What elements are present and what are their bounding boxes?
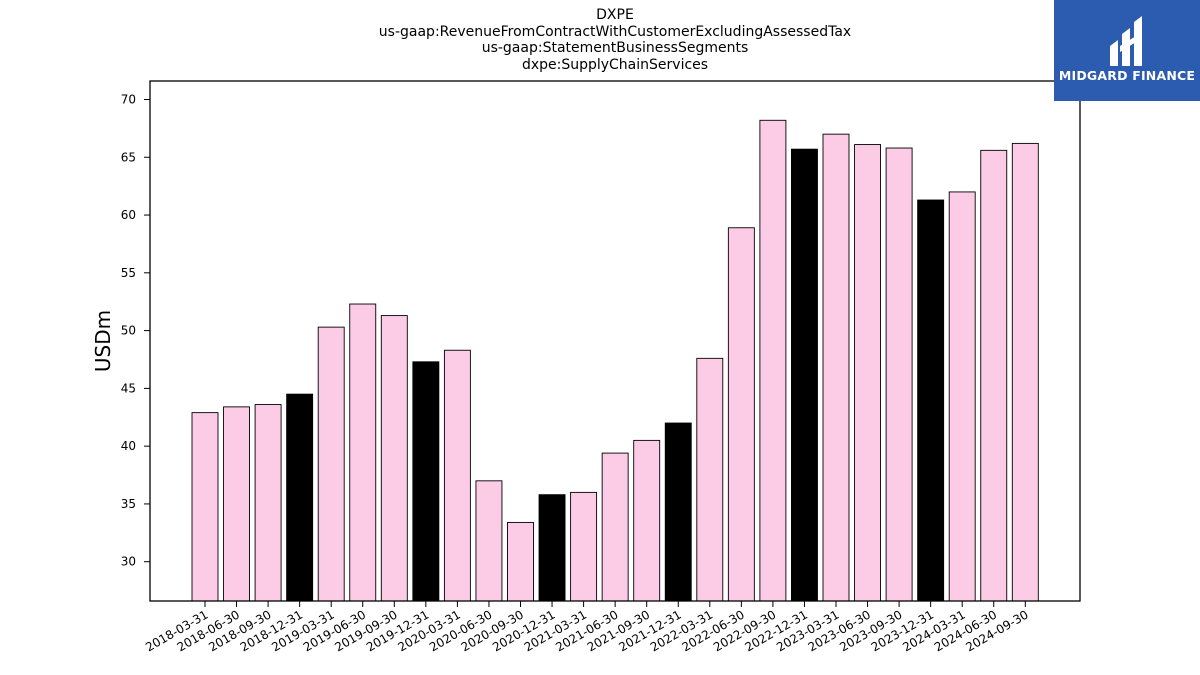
bar-2024-09-30 xyxy=(1011,142,1039,602)
bar-2019-06-30 xyxy=(349,303,377,602)
y-tick-label: 50 xyxy=(121,324,136,338)
bar-2023-12-31 xyxy=(917,199,945,602)
x-axis: 2018-03-312018-06-302018-09-302018-12-31… xyxy=(143,601,1031,654)
bar-2018-03-31 xyxy=(191,412,219,602)
bar-2018-12-31 xyxy=(286,393,314,602)
title-line-4: dxpe:SupplyChainServices xyxy=(521,57,709,73)
y-axis-label: USDm xyxy=(91,310,115,372)
bar-2020-06-30 xyxy=(475,480,503,602)
title-line-3: us-gaap:StatementBusinessSegments xyxy=(481,40,749,56)
bar-2018-09-30 xyxy=(254,404,282,602)
bar-2019-12-31 xyxy=(412,361,440,602)
bar-2019-09-30 xyxy=(380,315,408,602)
midgard-finance-logo: MIDGARD FINANCE xyxy=(1054,0,1200,101)
bar-2021-06-30 xyxy=(601,452,629,602)
y-tick-label: 30 xyxy=(121,555,136,569)
bar-2020-03-31 xyxy=(443,349,471,602)
bar-2021-09-30 xyxy=(633,439,661,602)
y-tick-label: 65 xyxy=(121,150,136,164)
y-tick-label: 60 xyxy=(121,208,136,222)
bar-2022-09-30 xyxy=(759,119,787,602)
bar-2022-12-31 xyxy=(791,148,818,602)
title-line-2: us-gaap:RevenueFromContractWithCustomerE… xyxy=(378,24,852,40)
y-tick-label: 35 xyxy=(121,497,136,511)
y-tick-label: 55 xyxy=(121,266,136,280)
bar-2022-03-31 xyxy=(696,357,724,602)
bar-2021-12-31 xyxy=(664,422,692,602)
y-axis: 30 35 40 45 50 55 60 65 70 xyxy=(121,92,150,569)
y-tick-label: 40 xyxy=(121,439,136,453)
bars-group xyxy=(191,119,1039,602)
title-line-1: DXPE xyxy=(596,7,634,23)
bar-2020-12-31 xyxy=(538,494,566,602)
bar-2023-09-30 xyxy=(885,147,913,602)
midgard-logo-icon xyxy=(1110,16,1142,66)
bar-2021-03-31 xyxy=(570,491,598,602)
logo-text: MIDGARD FINANCE xyxy=(1058,68,1196,83)
bar-2018-06-30 xyxy=(223,406,251,602)
bar-2024-06-30 xyxy=(980,149,1008,602)
bar-2022-06-30 xyxy=(727,227,755,602)
bar-2019-03-31 xyxy=(317,326,345,602)
bar-2023-06-30 xyxy=(854,144,881,602)
y-tick-label: 45 xyxy=(121,381,136,395)
bar-2023-03-31 xyxy=(822,133,850,602)
bar-2020-09-30 xyxy=(507,521,534,602)
y-tick-label: 70 xyxy=(121,92,136,106)
bar-2024-03-31 xyxy=(948,191,976,602)
